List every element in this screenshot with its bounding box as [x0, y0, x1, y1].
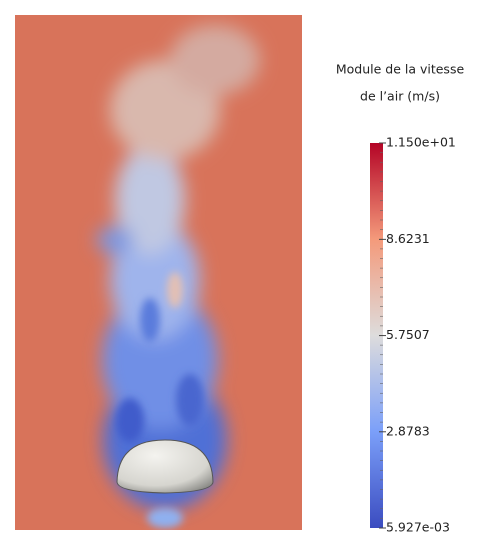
tick-label: 5.7507	[386, 327, 430, 342]
tick-label: 2.8783	[386, 423, 430, 438]
colorbar-title: Module de la vitesse	[336, 62, 465, 77]
colorbar-title: de l’air (m/s)	[360, 89, 440, 104]
tick-label: 1.150e+01	[386, 135, 456, 150]
tick-label: 5.927e-03	[386, 520, 450, 535]
flow-field	[15, 15, 302, 530]
tick-label: 8.6231	[386, 231, 430, 246]
